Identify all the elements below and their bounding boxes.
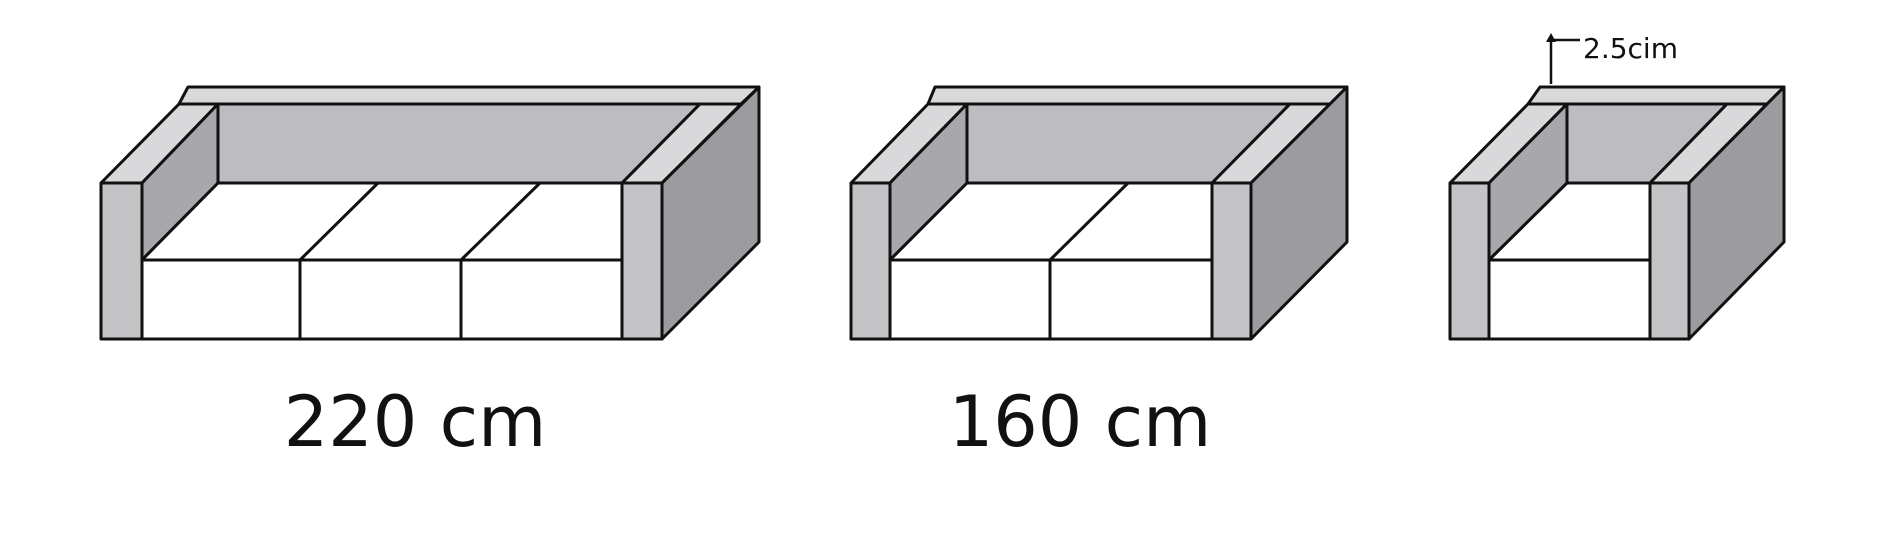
armchair-left-arm-front — [1448, 181, 1491, 341]
sofa-large-right-arm-front — [620, 181, 664, 341]
sofa-large-left-arm-front — [99, 181, 144, 341]
sofa-medium-seat-divider — [1048, 181, 1130, 262]
sofa-medium-right-arm-front — [1210, 181, 1253, 341]
sofa-medium — [849, 85, 1349, 341]
sofa-large-seat-divider-1 — [298, 181, 380, 262]
sofa-medium-label: 160 cm — [949, 381, 1212, 463]
armchair-back-top — [1526, 85, 1786, 106]
armchair-cushion-front — [1487, 258, 1652, 341]
armchair-thickness-label: 2.5cim — [1583, 32, 1678, 65]
sofa-large — [99, 85, 761, 341]
sofa-large-back-top — [177, 85, 761, 106]
armchair: 2.5cim — [1448, 32, 1786, 341]
armchair-right-arm-front — [1648, 181, 1691, 341]
sofa-large-seat — [140, 181, 624, 262]
sofa-large-seat-divider-2 — [459, 181, 542, 262]
sofa-medium-back-top — [926, 85, 1349, 106]
sofa-large-cushion-front — [140, 258, 624, 341]
sofa-large-label: 220 cm — [284, 381, 547, 463]
sofa-large-back — [216, 102, 702, 185]
sofa-medium-left-arm-front — [849, 181, 892, 341]
